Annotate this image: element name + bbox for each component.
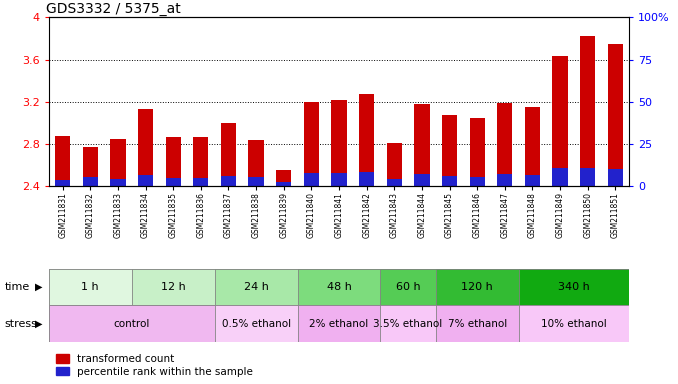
- Bar: [138, 109, 153, 186]
- Text: 12 h: 12 h: [161, 282, 186, 292]
- Text: 10% ethanol: 10% ethanol: [541, 318, 607, 329]
- Bar: [138, 175, 153, 186]
- Bar: [580, 168, 595, 186]
- Bar: [414, 174, 429, 186]
- Bar: [332, 100, 346, 186]
- Bar: [607, 169, 623, 186]
- Text: 60 h: 60 h: [396, 282, 420, 292]
- Text: 24 h: 24 h: [243, 282, 268, 292]
- Bar: [436, 269, 519, 305]
- Bar: [276, 182, 292, 186]
- Bar: [49, 305, 215, 342]
- Bar: [276, 170, 292, 186]
- Text: GDS3332 / 5375_at: GDS3332 / 5375_at: [46, 2, 180, 16]
- Bar: [249, 177, 264, 186]
- Bar: [386, 179, 402, 186]
- Bar: [83, 177, 98, 186]
- Text: 1 h: 1 h: [81, 282, 99, 292]
- Bar: [553, 56, 567, 186]
- Bar: [132, 269, 215, 305]
- Text: 120 h: 120 h: [461, 282, 493, 292]
- Bar: [165, 137, 181, 186]
- Bar: [83, 147, 98, 186]
- Bar: [49, 269, 132, 305]
- Bar: [607, 44, 623, 186]
- Bar: [553, 168, 567, 186]
- Bar: [519, 269, 629, 305]
- Bar: [304, 102, 319, 186]
- Bar: [111, 179, 125, 186]
- Bar: [215, 305, 298, 342]
- Bar: [414, 104, 429, 186]
- Bar: [298, 269, 380, 305]
- Bar: [111, 139, 125, 186]
- Bar: [165, 178, 181, 186]
- Bar: [380, 269, 436, 305]
- Text: 7% ethanol: 7% ethanol: [447, 318, 507, 329]
- Bar: [497, 174, 513, 186]
- Text: time: time: [5, 282, 30, 292]
- Bar: [359, 94, 374, 186]
- Bar: [519, 305, 629, 342]
- Bar: [221, 123, 236, 186]
- Legend: transformed count, percentile rank within the sample: transformed count, percentile rank withi…: [54, 352, 255, 379]
- Bar: [525, 175, 540, 186]
- Bar: [386, 143, 402, 186]
- Bar: [470, 118, 485, 186]
- Bar: [359, 172, 374, 186]
- Text: ▶: ▶: [35, 282, 43, 292]
- Bar: [193, 178, 208, 186]
- Bar: [304, 173, 319, 186]
- Bar: [221, 176, 236, 186]
- Bar: [436, 305, 519, 342]
- Text: stress: stress: [5, 318, 37, 329]
- Text: 3.5% ethanol: 3.5% ethanol: [374, 318, 443, 329]
- Text: 0.5% ethanol: 0.5% ethanol: [222, 318, 291, 329]
- Bar: [332, 173, 346, 186]
- Bar: [298, 305, 380, 342]
- Text: control: control: [113, 318, 150, 329]
- Text: ▶: ▶: [35, 318, 43, 329]
- Text: 2% ethanol: 2% ethanol: [309, 318, 369, 329]
- Bar: [580, 36, 595, 186]
- Bar: [470, 177, 485, 186]
- Bar: [215, 269, 298, 305]
- Bar: [525, 107, 540, 186]
- Bar: [193, 137, 208, 186]
- Bar: [442, 116, 457, 186]
- Bar: [55, 136, 71, 186]
- Text: 48 h: 48 h: [327, 282, 351, 292]
- Bar: [249, 140, 264, 186]
- Bar: [380, 305, 436, 342]
- Text: 340 h: 340 h: [558, 282, 590, 292]
- Bar: [497, 103, 513, 186]
- Bar: [442, 176, 457, 186]
- Bar: [55, 180, 71, 186]
